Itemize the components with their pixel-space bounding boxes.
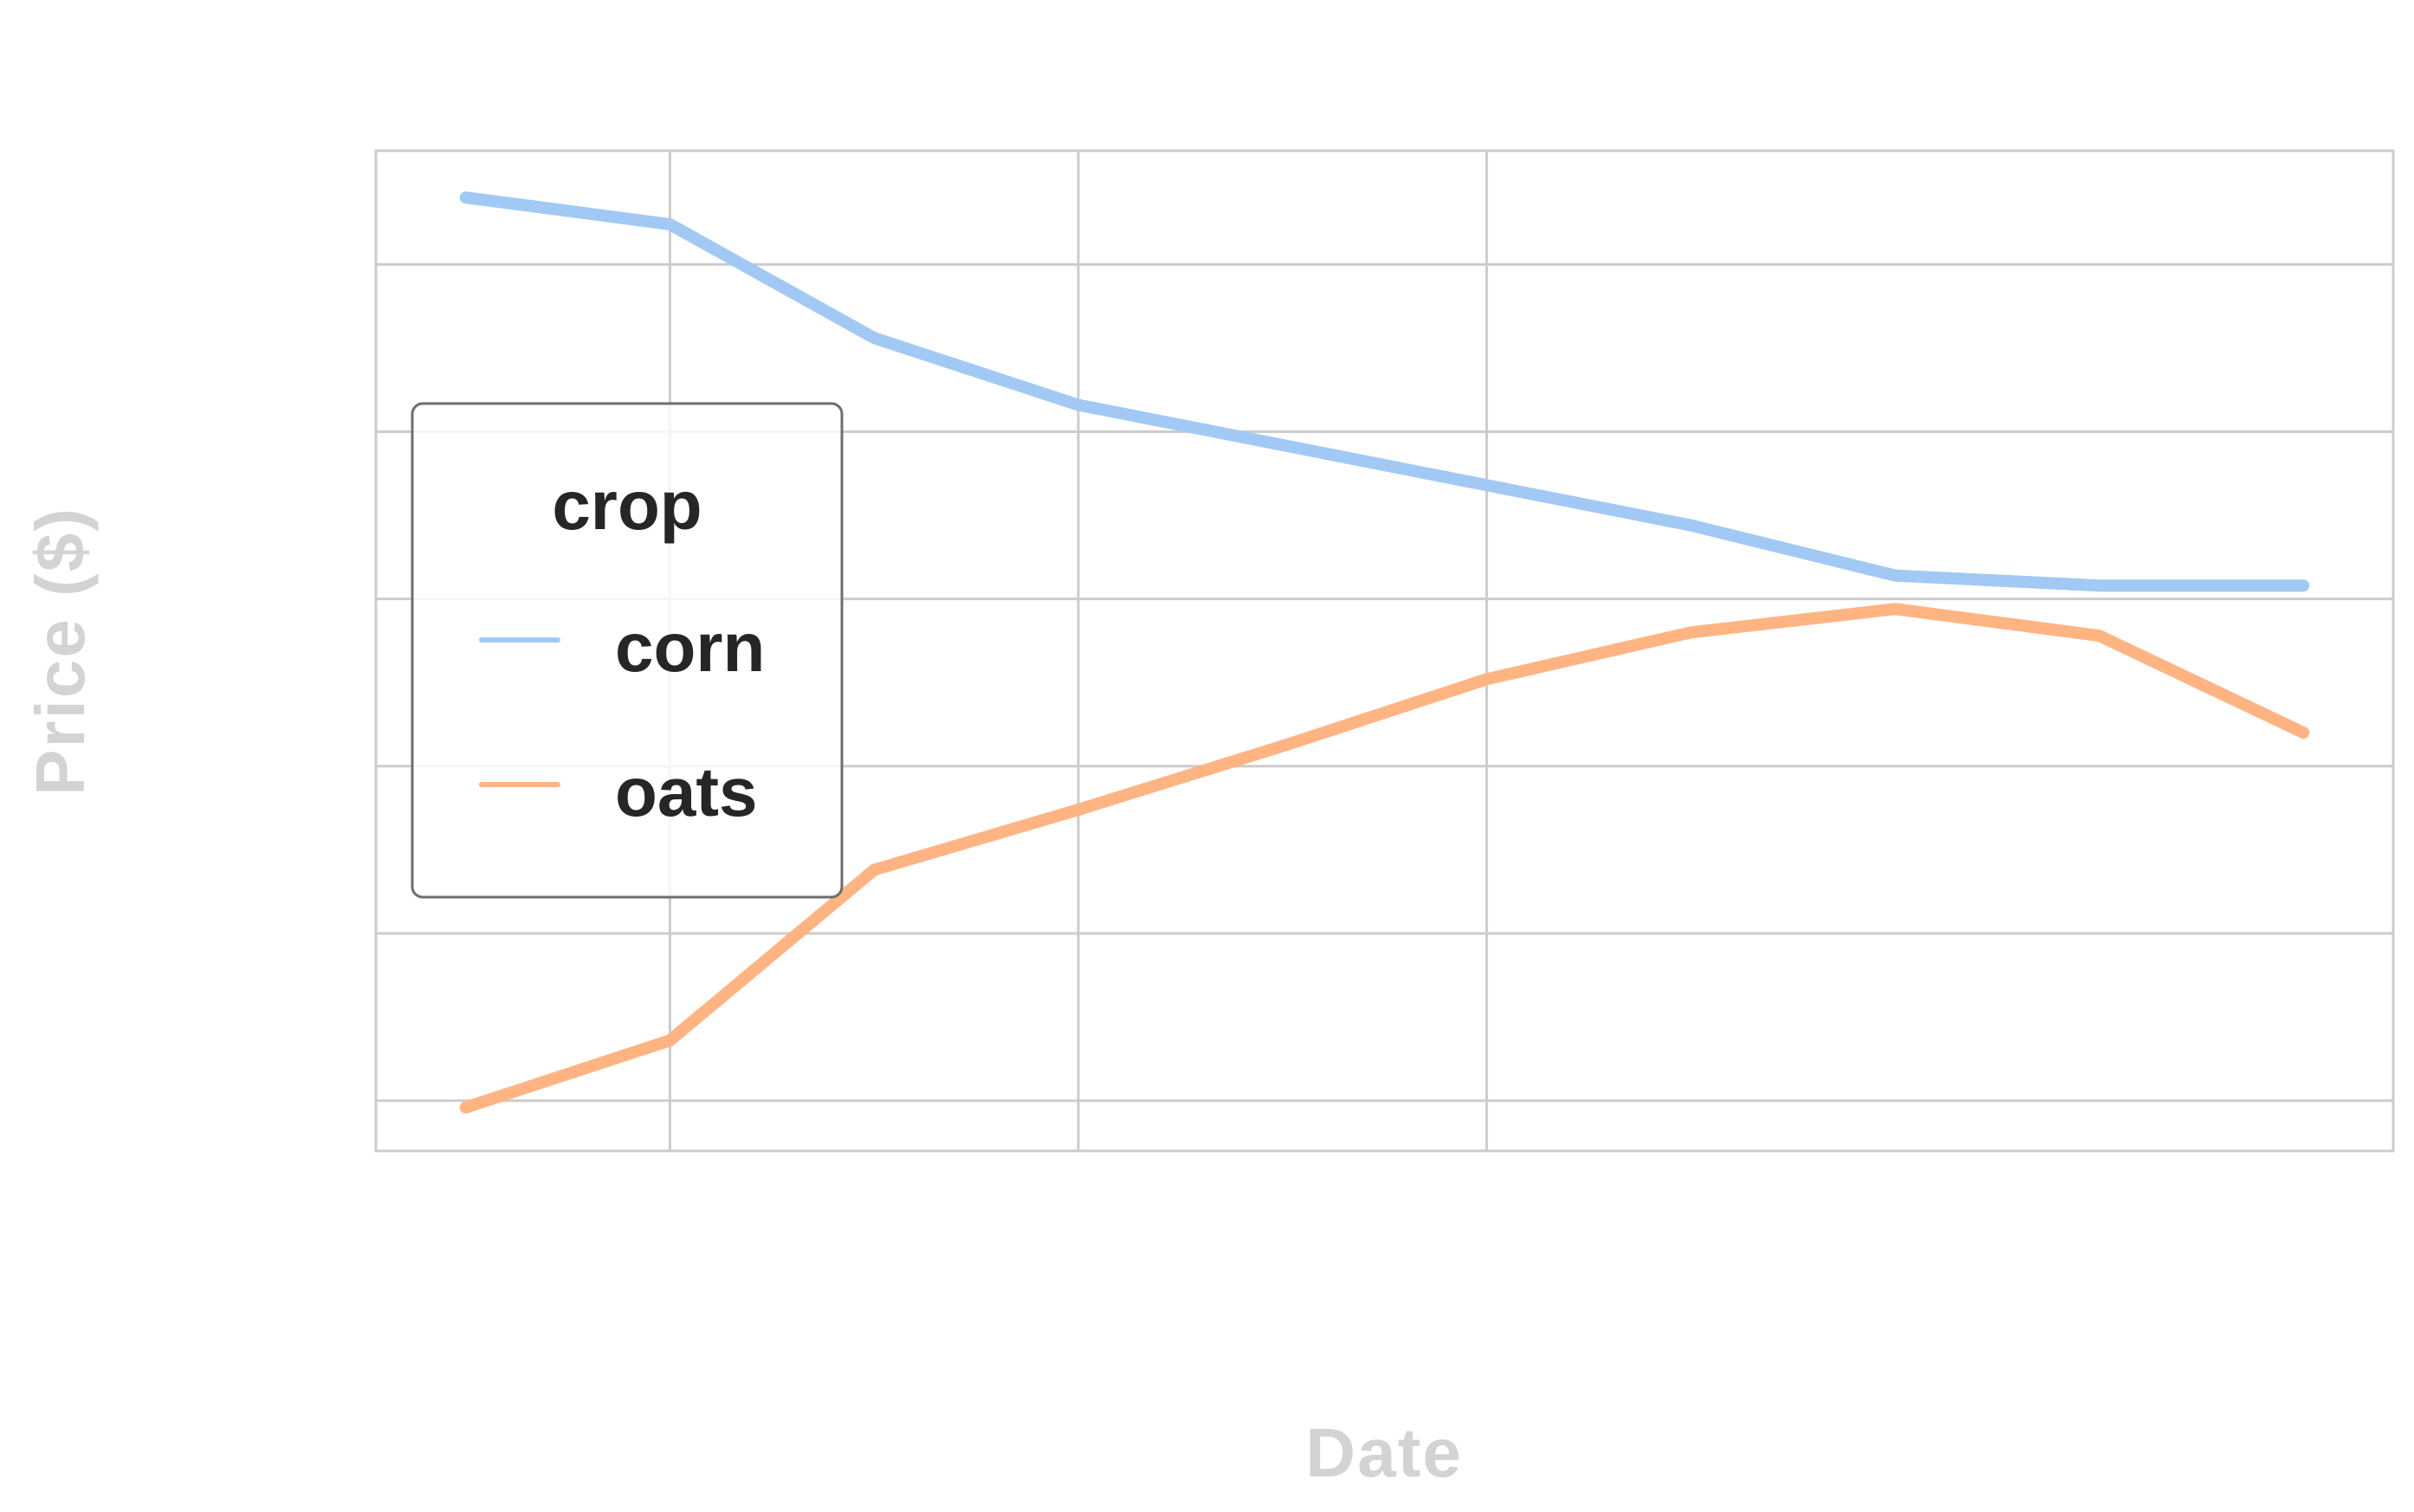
legend-frame <box>411 402 844 899</box>
grid-lines <box>376 151 2393 1151</box>
y-axis-title: Price ($) <box>22 507 99 796</box>
legend-label-oats: oats <box>615 753 758 830</box>
x-axis-title: Date <box>1305 1414 1462 1491</box>
series-lines <box>459 191 2310 1114</box>
legend: crop corn oats <box>411 402 844 899</box>
series-line-oats <box>459 603 2310 1114</box>
series-line-corn <box>459 191 2310 592</box>
legend-label-corn: corn <box>615 609 765 686</box>
legend-title: crop <box>552 467 702 544</box>
